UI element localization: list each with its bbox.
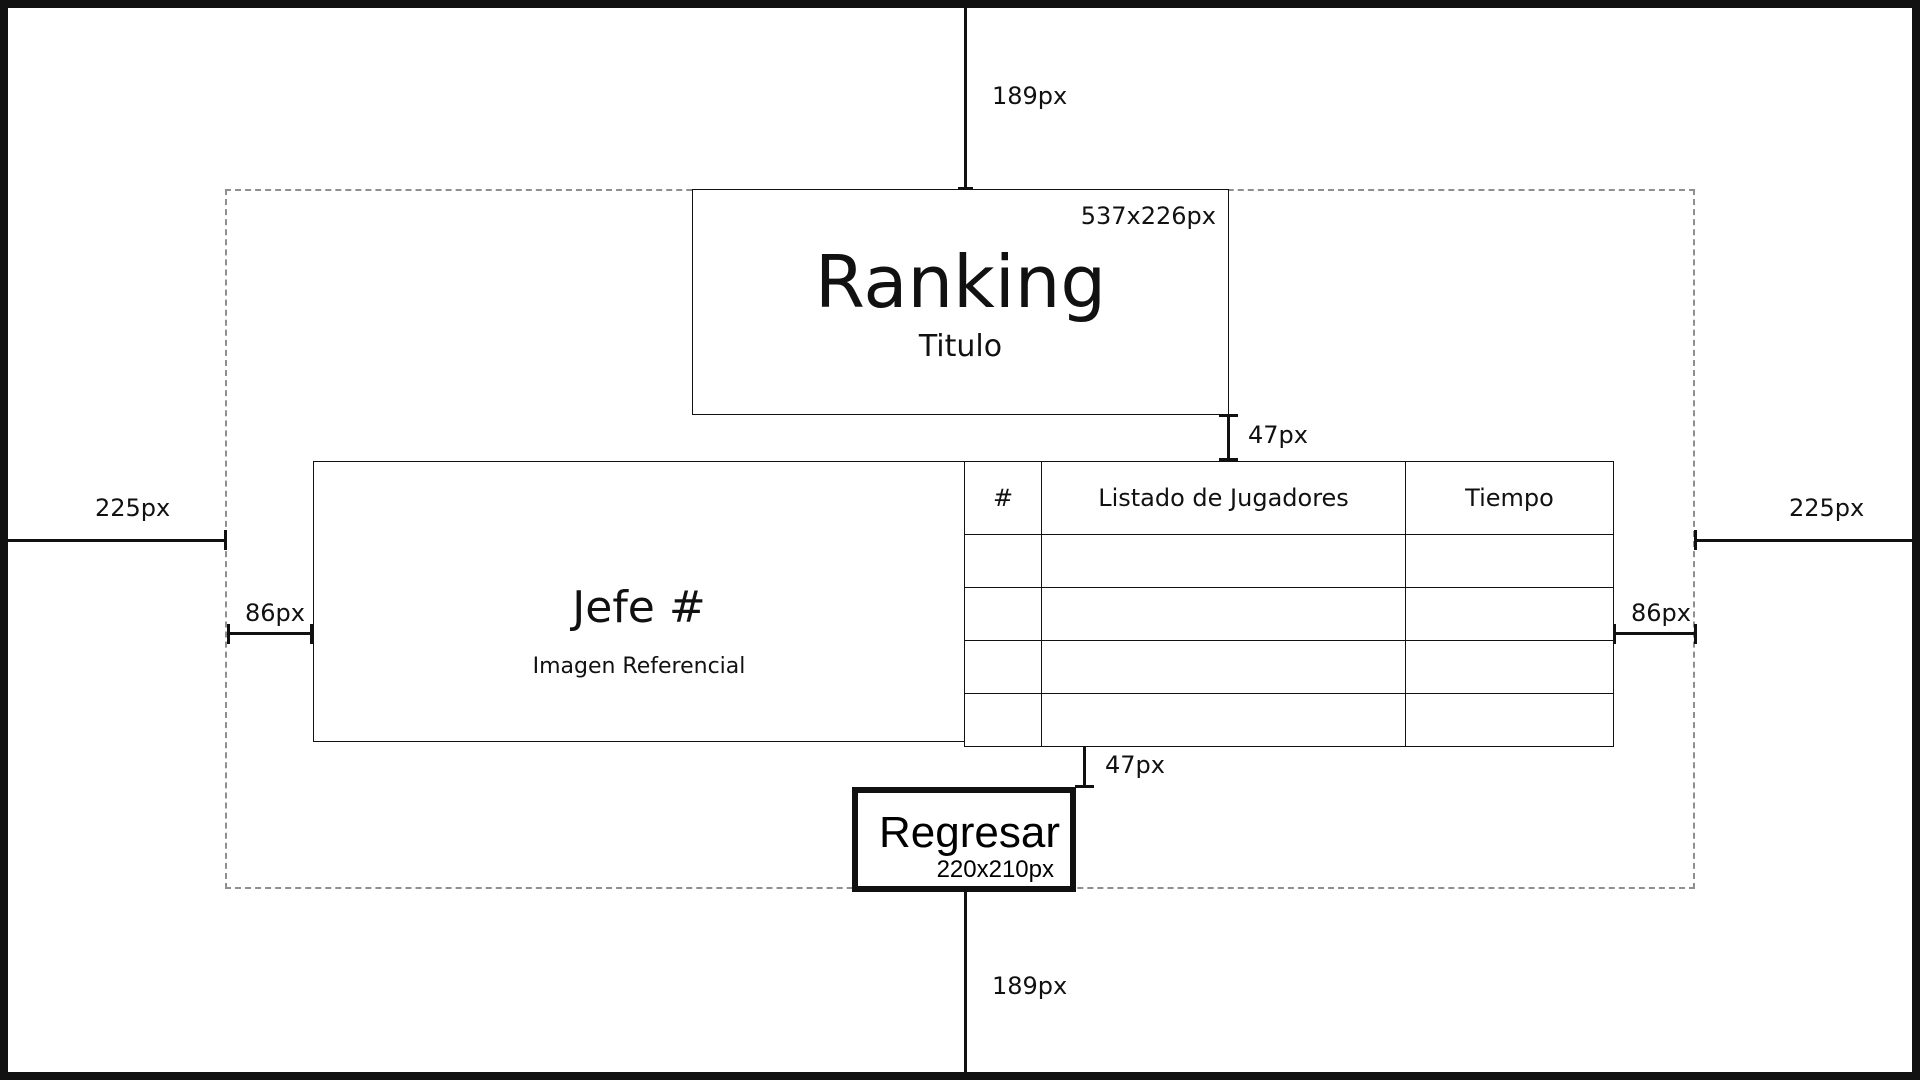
right-inner-gap-label: 86px (1631, 599, 1691, 627)
rank-cell (964, 640, 1042, 694)
title-gap-tick-bottom (1219, 458, 1238, 461)
right-margin-label: 225px (1789, 494, 1865, 522)
title-gap-label: 47px (1248, 421, 1308, 449)
bottom-margin-label: 189px (992, 972, 1068, 1000)
title-size-label: 537x226px (1080, 202, 1216, 230)
right-inner-gap-line (1613, 632, 1697, 635)
time-cell (1405, 640, 1614, 694)
time-cell (1405, 587, 1614, 641)
player-cell (1041, 693, 1406, 747)
left-inner-gap-label: 86px (245, 599, 305, 627)
players-table: # Listado de Jugadores Tiempo (964, 461, 1614, 747)
rank-number-header: # (964, 461, 1042, 535)
table-row (964, 534, 1614, 588)
left-margin-line (8, 539, 225, 542)
top-margin-line (964, 8, 967, 189)
right-margin-tick (1694, 530, 1697, 550)
return-button[interactable]: Regresar 220x210px (852, 787, 1076, 892)
top-margin-label: 189px (992, 82, 1068, 110)
button-gap-tick-bottom (1075, 785, 1094, 788)
table-header-row: # Listado de Jugadores Tiempo (964, 461, 1614, 535)
right-inner-gap-tick-end (1694, 624, 1697, 644)
title-box: 537x226px Ranking Titulo (692, 189, 1229, 415)
table-row (964, 640, 1614, 694)
boss-title: Jefe # (572, 582, 706, 633)
right-inner-gap-tick-start (1613, 624, 1616, 644)
title-gap-line (1227, 415, 1230, 461)
players-list-header: Listado de Jugadores (1041, 461, 1406, 535)
player-cell (1041, 534, 1406, 588)
button-gap-line (1083, 742, 1086, 787)
button-gap-label: 47px (1105, 751, 1165, 779)
left-margin-label: 225px (95, 494, 171, 522)
rank-cell (964, 693, 1042, 747)
time-cell (1405, 693, 1614, 747)
top-margin-tick (958, 187, 973, 190)
title-subheading: Titulo (918, 329, 1003, 364)
rank-cell (964, 587, 1042, 641)
left-margin-tick (224, 530, 227, 550)
player-cell (1041, 640, 1406, 694)
boss-reference-label: Imagen Referencial (532, 654, 746, 679)
rank-cell (964, 534, 1042, 588)
right-margin-line (1695, 539, 1912, 542)
left-inner-gap-tick-end (310, 624, 313, 644)
time-header: Tiempo (1405, 461, 1614, 535)
time-cell (1405, 534, 1614, 588)
return-button-size-label: 220x210px (936, 856, 1054, 883)
player-cell (1041, 587, 1406, 641)
return-button-label: Regresar (879, 808, 1060, 857)
bottom-margin-line (964, 892, 967, 1072)
table-row (964, 693, 1614, 747)
title-gap-tick-top (1219, 414, 1238, 417)
ranking-heading: Ranking (814, 240, 1107, 324)
table-row (964, 587, 1614, 641)
left-inner-gap-tick-start (227, 624, 230, 644)
left-inner-gap-line (227, 632, 313, 635)
boss-image-panel: Jefe # Imagen Referencial (313, 461, 965, 742)
